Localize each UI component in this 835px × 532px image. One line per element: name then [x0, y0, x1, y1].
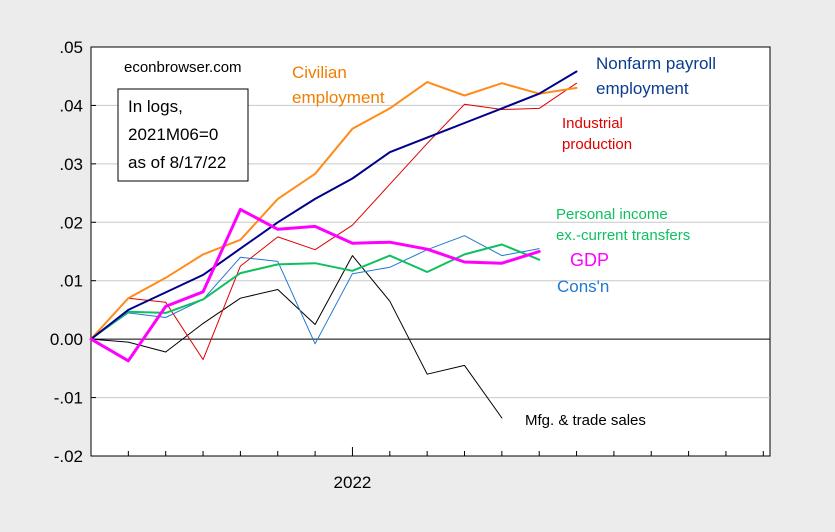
series-line-personal-income-ex-current-transfers — [90, 243, 541, 341]
series-line-cons-n — [90, 235, 540, 345]
series-line-industrial-production — [90, 82, 577, 361]
label-indprod-1: Industrial — [562, 115, 623, 132]
source-label: econbrowser.com — [124, 59, 242, 76]
label-indprod-2: production — [562, 136, 632, 153]
x-axis: 2022 — [90, 447, 764, 492]
label-civilian-1: Civilian — [292, 63, 347, 82]
series-line-civilian-employment — [90, 81, 578, 341]
note-line-1: In logs, — [128, 97, 183, 116]
label-nonfarm-1: Nonfarm payroll — [596, 54, 716, 73]
y-tick-label: .03 — [59, 155, 83, 174]
x-tick-label: 2022 — [334, 473, 372, 492]
label-civilian-2: employment — [292, 88, 385, 107]
note-line-3: as of 8/17/22 — [128, 153, 226, 172]
series-line-nonfarm-payroll-employment — [90, 70, 578, 341]
y-tick-label: -.02 — [54, 447, 83, 466]
label-consn: Cons'n — [557, 277, 609, 296]
y-tick-label: 0.00 — [50, 330, 83, 349]
label-income-2: ex.-current transfers — [556, 227, 690, 244]
note-line-2: 2021M06=0 — [128, 125, 218, 144]
note-box — [117, 88, 249, 182]
y-tick-label: .04 — [59, 96, 83, 115]
y-tick-label: .02 — [59, 213, 83, 232]
y-tick-label: .05 — [59, 38, 83, 57]
y-tick-label: -.01 — [54, 389, 83, 408]
label-nonfarm-2: employment — [596, 79, 689, 98]
label-gdp: GDP — [570, 250, 609, 270]
series-line-gdp — [89, 207, 541, 363]
label-income-1: Personal income — [556, 206, 668, 223]
y-axis: .05 .04 .03 .02 .01 0.00 -.01 -.02 — [50, 38, 96, 466]
label-mfg: Mfg. & trade sales — [525, 412, 646, 429]
series-lines — [89, 70, 578, 419]
y-tick-label: .01 — [59, 272, 83, 291]
series-line-mfg-trade-sales — [90, 255, 503, 419]
